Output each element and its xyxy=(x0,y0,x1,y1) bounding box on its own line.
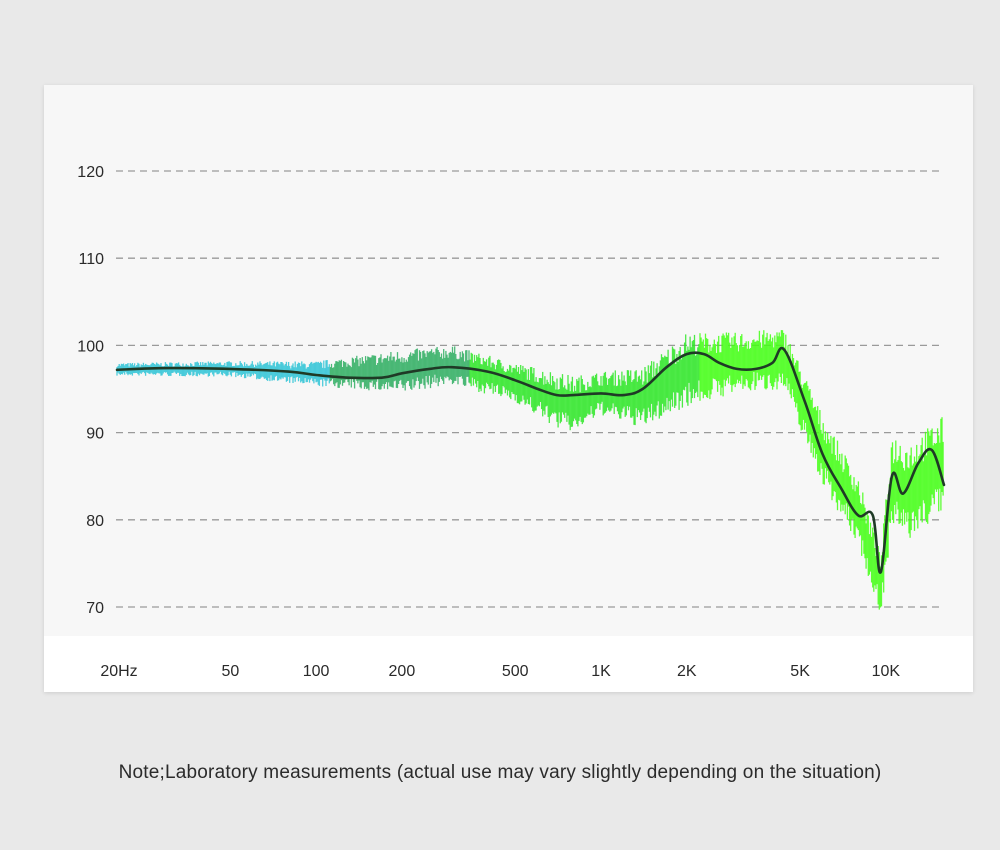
y-tick-label: 100 xyxy=(77,338,104,355)
x-tick-label: 5K xyxy=(790,663,810,680)
x-tick-label: 1K xyxy=(591,663,611,680)
x-tick-label: 2K xyxy=(677,663,697,680)
y-tick-label: 90 xyxy=(86,426,104,443)
y-tick-label: 120 xyxy=(77,164,104,181)
x-axis-band xyxy=(44,636,973,692)
x-axis-tick-labels: 20Hz 50 100 200 500 1K 2K 5K 10K xyxy=(100,663,900,680)
x-tick-label: 500 xyxy=(502,663,529,680)
x-tick-label: 50 xyxy=(221,663,239,680)
y-tick-label: 110 xyxy=(78,251,104,268)
gridlines xyxy=(116,170,944,608)
y-tick-label: 70 xyxy=(86,600,104,617)
footnote: Note;Laboratory measurements (actual use… xyxy=(118,762,882,783)
y-axis-tick-labels: 120 110 100 90 80 70 xyxy=(77,164,104,617)
x-tick-label: 100 xyxy=(303,663,330,680)
measurement-spread xyxy=(116,330,944,610)
x-tick-label: 20Hz xyxy=(100,663,137,680)
x-tick-label: 200 xyxy=(389,663,416,680)
response-curve-line xyxy=(115,346,946,574)
x-tick-label: 10K xyxy=(872,663,901,680)
response-curve xyxy=(115,346,946,574)
y-tick-label: 80 xyxy=(86,513,104,530)
